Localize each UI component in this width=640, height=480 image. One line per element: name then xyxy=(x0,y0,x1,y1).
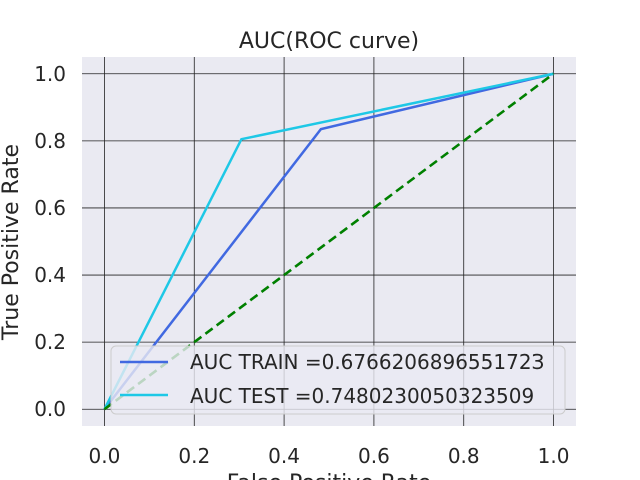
train-roc-line xyxy=(103,72,554,410)
x-tick-labels: 0.0 0.2 0.4 0.6 0.8 1.0 xyxy=(89,444,570,468)
y-tick-label: 0.0 xyxy=(34,397,66,421)
chance-diagonal-line xyxy=(103,72,555,411)
chart-title: AUC(ROC curve) xyxy=(239,29,419,54)
test-roc-line xyxy=(103,72,554,410)
legend-box xyxy=(110,345,566,415)
y-tick-label: 0.4 xyxy=(34,263,66,287)
x-tick-label: 0.6 xyxy=(358,444,390,468)
y-tick-label: 0.8 xyxy=(34,129,66,153)
grid-lines xyxy=(82,57,576,426)
legend-test-label: AUC TEST =0.7480230050323509 xyxy=(190,384,534,408)
x-tick-label: 0.8 xyxy=(448,444,480,468)
x-tick-label: 0.4 xyxy=(268,444,300,468)
y-tick-label: 1.0 xyxy=(34,62,66,86)
x-tick-label: 1.0 xyxy=(538,444,570,468)
legend: AUC TRAIN =0.676620689655172З AUC TEST =… xyxy=(110,345,566,415)
x-tick-label: 0.2 xyxy=(178,444,210,468)
x-tick-label: 0.0 xyxy=(89,444,121,468)
y-tick-labels: 0.0 0.2 0.4 0.6 0.8 1.0 xyxy=(34,62,66,421)
x-axis-label: False Positive Rate xyxy=(227,471,431,480)
y-axis-label: True Positive Rate xyxy=(0,144,24,341)
y-tick-label: 0.2 xyxy=(34,330,66,354)
legend-train-label: AUC TRAIN =0.676620689655172З xyxy=(190,350,544,374)
series-layer xyxy=(103,72,555,411)
y-tick-label: 0.6 xyxy=(34,196,66,220)
